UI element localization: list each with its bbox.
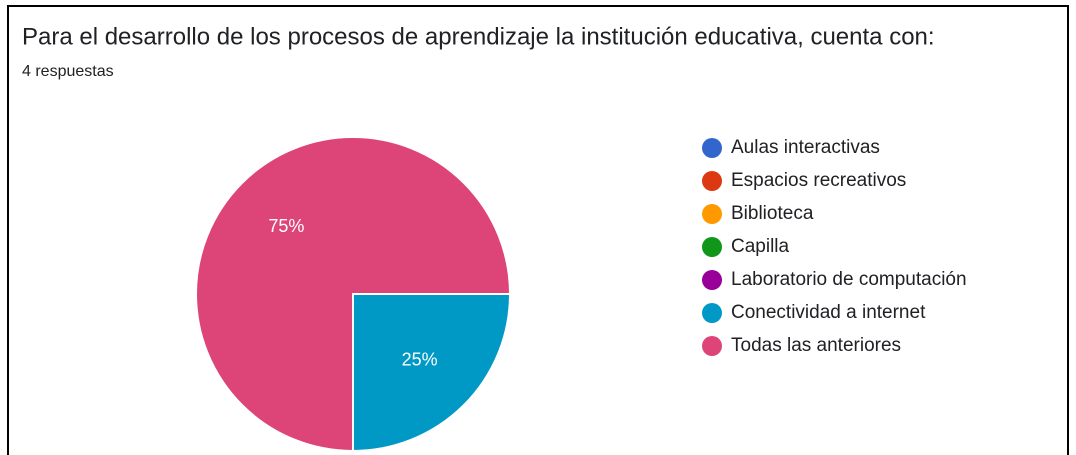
legend-label: Biblioteca <box>731 203 814 224</box>
chart-title: Para el desarrollo de los procesos de ap… <box>22 23 935 50</box>
legend-label: Conectividad a internet <box>731 302 926 323</box>
legend-label: Todas las anteriores <box>731 335 901 356</box>
pie-slice <box>195 136 512 453</box>
legend-label: Espacios recreativos <box>731 170 906 191</box>
legend-swatch <box>702 270 722 290</box>
legend-label: Capilla <box>731 236 790 257</box>
chart-subtitle: 4 respuestas <box>22 63 114 80</box>
legend-swatch <box>702 171 722 191</box>
card-border <box>7 5 1069 455</box>
legend-swatch <box>702 237 722 257</box>
legend-swatch <box>702 336 722 356</box>
legend-label: Laboratorio de computación <box>731 269 967 290</box>
legend-swatch <box>702 204 722 224</box>
legend-swatch <box>702 138 722 158</box>
pie-slice <box>352 293 512 453</box>
legend-swatch <box>702 303 722 323</box>
slice-label: 75% <box>268 216 304 236</box>
slice-label: 25% <box>402 349 438 369</box>
legend-label: Aulas interactivas <box>731 137 880 158</box>
